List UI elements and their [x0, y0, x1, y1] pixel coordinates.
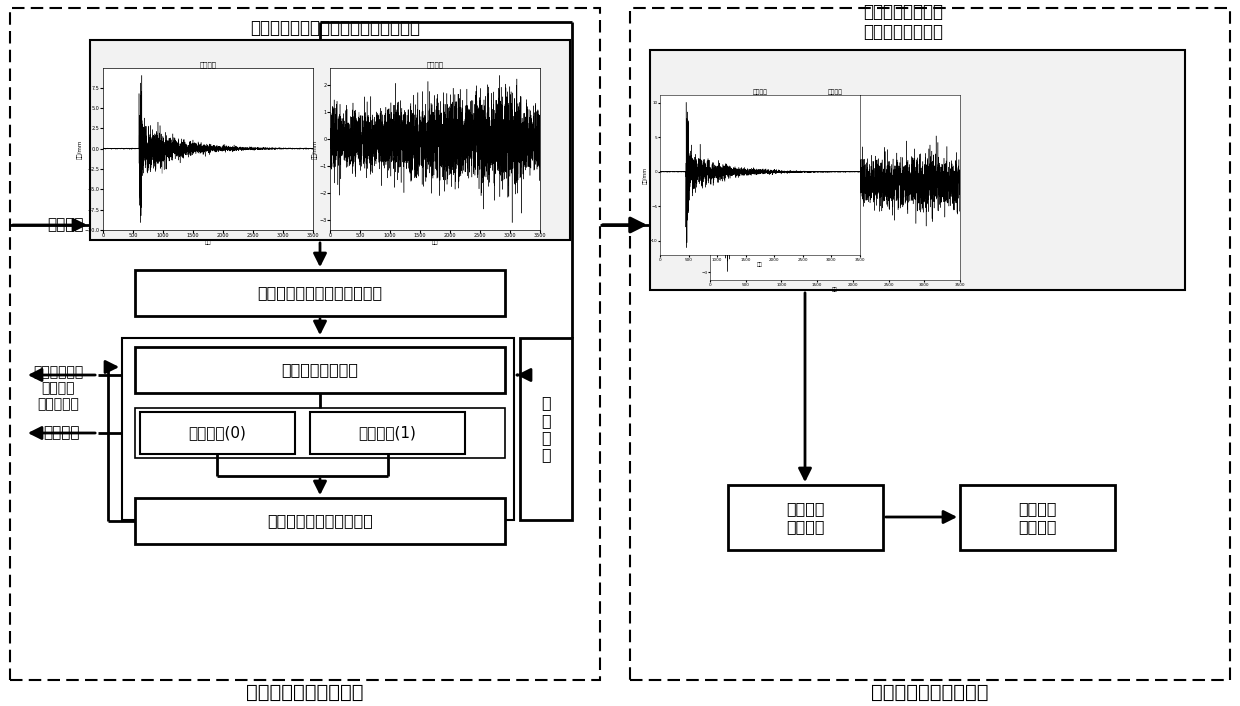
- Text: 深度卷积神经网络: 深度卷积神经网络: [281, 362, 358, 378]
- Bar: [135, 270, 505, 316]
- Text: 不确定事件类型的
隧道微震波形文件: 不确定事件类型的 隧道微震波形文件: [863, 3, 942, 42]
- Text: 微震波形识别模型应用: 微震波形识别模型应用: [872, 683, 988, 702]
- Text: 优化的微震波形识别模型: 优化的微震波形识别模型: [267, 513, 373, 529]
- Text: 微震监测
波形类型: 微震监测 波形类型: [786, 501, 825, 534]
- Bar: [140, 412, 295, 454]
- Text: 微震监测
事件类型: 微震监测 事件类型: [1018, 501, 1056, 534]
- Bar: [960, 485, 1115, 550]
- Text: 训
练
优
化: 训 练 优 化: [541, 395, 551, 462]
- Text: 海量确定类型的隧道微震监测波形文件: 海量确定类型的隧道微震监测波形文件: [250, 19, 420, 37]
- Bar: [91, 40, 570, 240]
- Bar: [728, 485, 883, 550]
- Bar: [520, 338, 572, 520]
- Text: 破裂波形(0): 破裂波形(0): [188, 426, 247, 441]
- Bar: [122, 338, 515, 520]
- Text: 模型卷积层、
池化层、
全连接层等: 模型卷积层、 池化层、 全连接层等: [33, 365, 83, 411]
- Text: 模型输出: 模型输出: [43, 426, 81, 441]
- Bar: [135, 408, 505, 458]
- Bar: [10, 8, 600, 680]
- Bar: [135, 498, 505, 544]
- Text: 噪声波形(1): 噪声波形(1): [358, 426, 417, 441]
- Text: 微震波形识别模型训练: 微震波形识别模型训练: [247, 683, 363, 702]
- Bar: [310, 412, 465, 454]
- Bar: [135, 347, 505, 393]
- Text: 模型输入: 模型输入: [47, 217, 83, 232]
- Bar: [650, 50, 1185, 290]
- Text: 统计分析，确定波形样本长度: 统计分析，确定波形样本长度: [258, 285, 383, 301]
- Bar: [630, 8, 1230, 680]
